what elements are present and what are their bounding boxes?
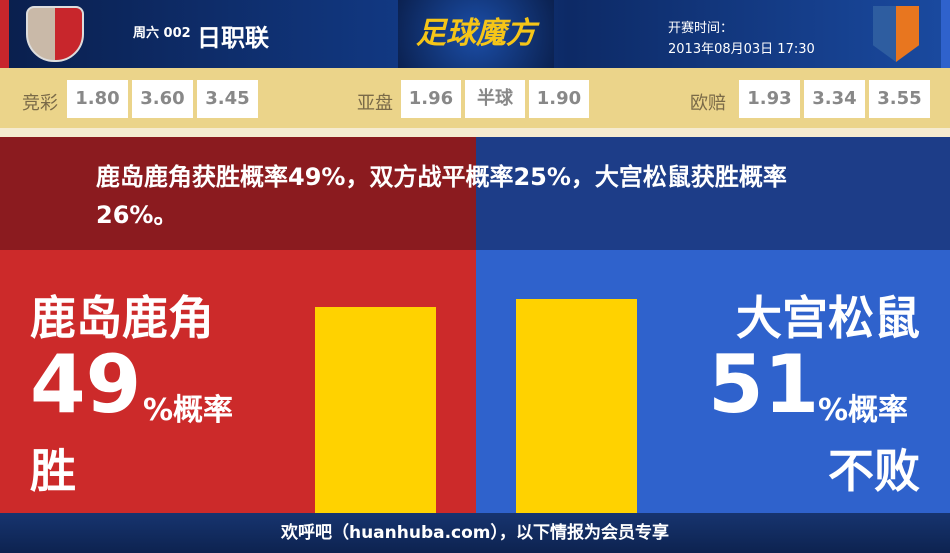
- home-color-strip: [0, 0, 9, 68]
- away-team-name: 大宫松鼠: [736, 291, 920, 345]
- statement-bg-home: [0, 137, 476, 250]
- away-percent: 51: [708, 338, 820, 431]
- home-team-name: 鹿岛鹿角: [30, 291, 214, 345]
- yapan-handicap: 半球: [465, 80, 525, 118]
- prediction-statement: 鹿岛鹿角获胜概率49%，双方战平概率25%，大宫松鼠获胜概率26%。: [96, 163, 787, 229]
- away-outcome: 不败: [828, 444, 920, 498]
- brand-logo: 足球魔方: [398, 0, 554, 68]
- statement-bg-away: [476, 137, 950, 250]
- jingcai-draw: 3.60: [132, 80, 193, 118]
- home-team-logo: [26, 6, 84, 62]
- home-probability-bar: [315, 307, 436, 513]
- away-percent-unit: %概率: [818, 393, 909, 428]
- home-percent: 49: [30, 338, 142, 431]
- footer-banner: 欢呼吧（huanhuba.com），以下情报为会员专享: [0, 513, 950, 553]
- odds-divider: [0, 128, 950, 137]
- ouzhou-lose: 3.55: [869, 80, 930, 118]
- away-probability-bar: [516, 298, 637, 513]
- jingcai-label: 竞彩: [22, 93, 58, 114]
- ouzhou-label: 欧赔: [690, 93, 726, 114]
- league-name: 日职联: [197, 24, 269, 52]
- kickoff-time: 2013年08月03日 17:30: [668, 42, 815, 57]
- ouzhou-win: 1.93: [739, 80, 800, 118]
- jingcai-lose: 3.45: [197, 80, 258, 118]
- jingcai-win: 1.80: [67, 80, 128, 118]
- yapan-label: 亚盘: [357, 93, 393, 114]
- ouzhou-draw: 3.34: [804, 80, 865, 118]
- match-number: 周六 002: [133, 26, 191, 41]
- away-color-strip: [941, 0, 950, 68]
- home-outcome: 胜: [30, 444, 76, 498]
- kickoff-label: 开赛时间：: [668, 21, 734, 36]
- yapan-away: 1.90: [529, 80, 589, 118]
- yapan-home: 1.96: [401, 80, 461, 118]
- home-percent-unit: %概率: [143, 393, 234, 428]
